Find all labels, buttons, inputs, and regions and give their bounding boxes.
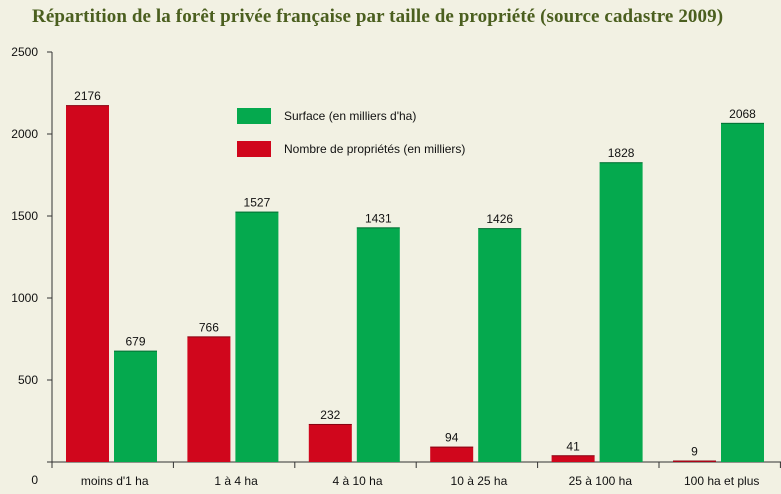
x-category-label: 25 à 100 ha [569,474,633,488]
bar-surface [478,228,522,462]
bar-value-label: 9 [691,445,698,459]
x-category-label: 10 à 25 ha [451,474,508,488]
bar-nombre-proprietes [187,336,231,462]
x-category-label: moins d'1 ha [81,474,149,488]
bar-surface [599,162,643,462]
bar-value-label: 232 [320,408,340,422]
bar-value-label: 766 [199,320,219,334]
bar-nombre-proprietes [308,423,352,462]
x-category-label: 4 à 10 ha [332,474,382,488]
bar-value-label: 1828 [608,146,635,160]
bar-value-label: 1426 [486,212,513,226]
bar-nombre-proprietes [66,105,109,463]
bar-value-label: 94 [445,431,459,445]
bar-value-label: 41 [566,439,580,453]
bar-nombre-proprietes [430,446,474,462]
y-tick-label: 500 [18,373,38,387]
bar-surface [721,122,764,463]
bar-value-label: 2068 [729,107,756,121]
legend-swatch-nombre [237,141,271,157]
bar-value-label: 1431 [365,211,392,225]
bar-surface [235,211,279,462]
bar-nombre-proprietes [673,460,716,462]
bar-nombre-proprietes [551,455,595,462]
x-category-label: 100 ha et plus [684,474,759,488]
x-category-label: 1 à 4 ha [214,474,258,488]
bar-value-label: 679 [125,335,145,349]
bar-surface [356,227,400,462]
bar-value-label: 1527 [244,196,271,210]
chart-title: Répartition de la forêt privée française… [32,6,724,27]
y-tick-label: 1000 [11,291,38,305]
y-tick-label: 0 [31,473,38,487]
y-tick-label: 1500 [11,209,38,223]
y-tick-label: 2500 [11,45,38,59]
legend-label-surface: Surface (en milliers d'ha) [284,109,416,123]
legend-swatch-surface [237,108,271,124]
bar-value-label: 2176 [74,89,101,103]
bar-surface [114,350,157,462]
y-tick-label: 2000 [11,127,38,141]
legend-label-nombre: Nombre de propriétés (en milliers) [284,142,465,156]
